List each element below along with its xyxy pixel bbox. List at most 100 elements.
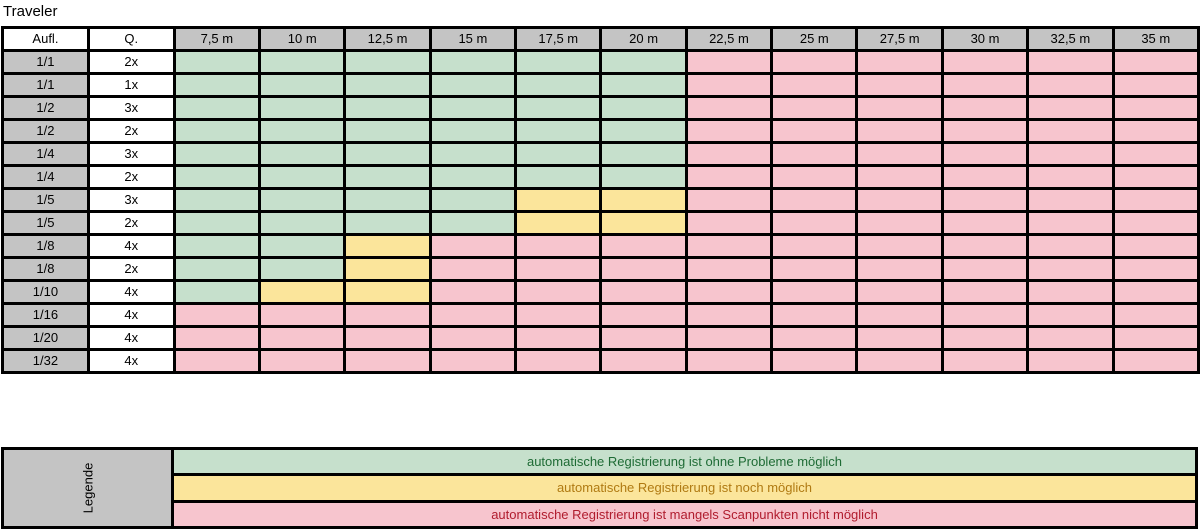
status-cell	[428, 325, 518, 351]
row-quality: 3x	[86, 187, 176, 213]
status-cell	[258, 187, 347, 213]
status-cell	[599, 233, 688, 259]
status-cell	[343, 279, 432, 305]
status-cell	[599, 302, 688, 328]
row-quality: 3x	[86, 95, 176, 121]
status-cell	[343, 348, 432, 374]
status-cell	[1026, 256, 1115, 282]
header-quality: Q.	[86, 26, 176, 52]
status-cell	[172, 164, 262, 190]
status-cell	[258, 141, 347, 167]
status-cell	[343, 187, 432, 213]
status-cell	[940, 210, 1030, 236]
column-header-distance: 20 m	[599, 26, 688, 52]
status-cell	[770, 118, 859, 144]
row-quality: 1x	[86, 72, 176, 98]
column-header-distance: 22,5 m	[684, 26, 774, 52]
page-title: Traveler	[3, 3, 58, 20]
table-row: 1/20 4x	[1, 325, 1200, 351]
status-cell	[172, 279, 262, 305]
status-cell	[770, 72, 859, 98]
status-cell	[172, 348, 262, 374]
status-cell	[428, 49, 518, 75]
status-cell	[684, 302, 774, 328]
status-cell	[684, 95, 774, 121]
column-header-distance: 17,5 m	[514, 26, 603, 52]
header-row: Aufl. Q. 7,5 m 10 m 12,5 m 15 m 17,5 m 20 m 22…	[1, 26, 1200, 52]
status-cell	[599, 49, 688, 75]
status-cell	[172, 72, 262, 98]
column-header-distance: 32,5 m	[1026, 26, 1115, 52]
row-quality: 4x	[86, 302, 176, 328]
status-cell	[172, 256, 262, 282]
status-cell	[514, 141, 603, 167]
status-cell	[770, 164, 859, 190]
status-cell	[1111, 141, 1200, 167]
status-cell	[172, 233, 262, 259]
row-resolution: 1/1	[1, 72, 90, 98]
status-cell	[343, 233, 432, 259]
status-cell	[258, 72, 347, 98]
row-quality: 4x	[86, 325, 176, 351]
row-quality: 2x	[86, 118, 176, 144]
status-cell	[258, 118, 347, 144]
status-cell	[855, 95, 944, 121]
status-cell	[343, 325, 432, 351]
legend-entry: automatische Registrierung ist ohne Prob…	[174, 450, 1195, 474]
table-row: 1/5 3x	[1, 187, 1200, 213]
table-row: 1/1 1x	[1, 72, 1200, 98]
status-cell	[428, 348, 518, 374]
status-cell	[940, 164, 1030, 190]
status-cell	[1026, 210, 1115, 236]
status-cell	[514, 302, 603, 328]
legend-label-cell: Legende	[4, 450, 174, 526]
status-cell	[684, 348, 774, 374]
legend: Legende automatische Registrierung ist o…	[1, 447, 1198, 529]
status-cell	[1111, 279, 1200, 305]
status-cell	[1026, 187, 1115, 213]
row-resolution: 1/20	[1, 325, 90, 351]
status-cell	[1026, 325, 1115, 351]
status-cell	[770, 279, 859, 305]
status-cell	[855, 256, 944, 282]
row-resolution: 1/10	[1, 279, 90, 305]
status-cell	[1111, 210, 1200, 236]
status-cell	[343, 302, 432, 328]
row-resolution: 1/4	[1, 141, 90, 167]
status-cell	[1111, 95, 1200, 121]
column-header-distance: 30 m	[940, 26, 1030, 52]
column-header-distance: 35 m	[1111, 26, 1200, 52]
status-cell	[940, 325, 1030, 351]
status-cell	[1111, 325, 1200, 351]
status-cell	[940, 49, 1030, 75]
status-cell	[770, 302, 859, 328]
header-resolution: Aufl.	[1, 26, 90, 52]
row-quality: 4x	[86, 233, 176, 259]
table-row: 1/10 4x	[1, 279, 1200, 305]
status-cell	[258, 49, 347, 75]
status-cell	[1026, 49, 1115, 75]
status-cell	[599, 256, 688, 282]
status-cell	[1026, 279, 1115, 305]
status-cell	[258, 233, 347, 259]
table-row: 1/8 2x	[1, 256, 1200, 282]
status-cell	[855, 233, 944, 259]
status-cell	[770, 325, 859, 351]
row-resolution: 1/5	[1, 210, 90, 236]
status-cell	[855, 302, 944, 328]
legend-rows: automatische Registrierung ist ohne Prob…	[174, 450, 1195, 526]
row-resolution: 1/1	[1, 49, 90, 75]
status-cell	[940, 95, 1030, 121]
status-cell	[1026, 302, 1115, 328]
status-cell	[684, 118, 774, 144]
status-cell	[1111, 302, 1200, 328]
status-cell	[1111, 187, 1200, 213]
status-cell	[684, 210, 774, 236]
status-cell	[684, 164, 774, 190]
status-cell	[770, 187, 859, 213]
status-cell	[684, 141, 774, 167]
status-cell	[855, 325, 944, 351]
status-cell	[599, 210, 688, 236]
status-cell	[855, 164, 944, 190]
status-cell	[599, 187, 688, 213]
